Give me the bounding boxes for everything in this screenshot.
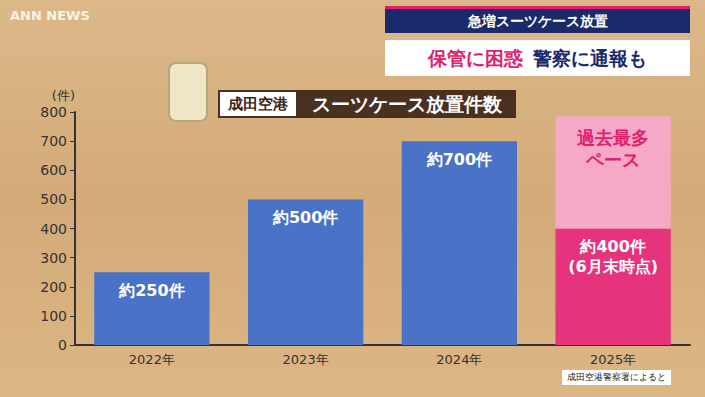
svg-text:0: 0 (58, 337, 67, 353)
html-text:保管に困惑: 保管に困惑 (428, 47, 523, 69)
svg-text:700: 700 (40, 133, 67, 149)
svg-text:2024年: 2024年 (436, 352, 482, 367)
svg-text:(6月末時点): (6月末時点) (568, 257, 658, 276)
svg-text:200: 200 (40, 279, 67, 295)
svg-text:400: 400 (40, 221, 67, 237)
svg-text:2022年: 2022年 (129, 352, 175, 367)
svg-text:2023年: 2023年 (283, 352, 329, 367)
svg-text:300: 300 (40, 250, 67, 266)
svg-text:約500件: 約500件 (272, 208, 338, 227)
html-text:成田空港警察署によると: 成田空港警察署によると (567, 372, 666, 382)
html-text:スーツケース放置件数: スーツケース放置件数 (312, 93, 502, 115)
svg-text:100: 100 (40, 308, 67, 324)
svg-text:2025年: 2025年 (590, 352, 636, 367)
svg-text:約250件: 約250件 (118, 281, 184, 300)
html-text:ANN NEWS: ANN NEWS (10, 8, 90, 23)
svg-text:600: 600 (40, 162, 67, 178)
svg-text:500: 500 (40, 191, 67, 207)
svg-text:過去最多: 過去最多 (576, 127, 649, 148)
svg-text:800: 800 (40, 104, 67, 120)
svg-text:ペース: ペース (585, 149, 640, 170)
svg-text:約400件: 約400件 (579, 237, 645, 256)
html-text:警察に通報も: 警察に通報も (533, 47, 647, 69)
svg-text:約700件: 約700件 (426, 150, 492, 169)
html-text:成田空港: 成田空港 (228, 95, 288, 113)
svg-text:(件): (件) (52, 88, 75, 103)
html-text:急増スーツケース放置: 急増スーツケース放置 (467, 13, 608, 29)
